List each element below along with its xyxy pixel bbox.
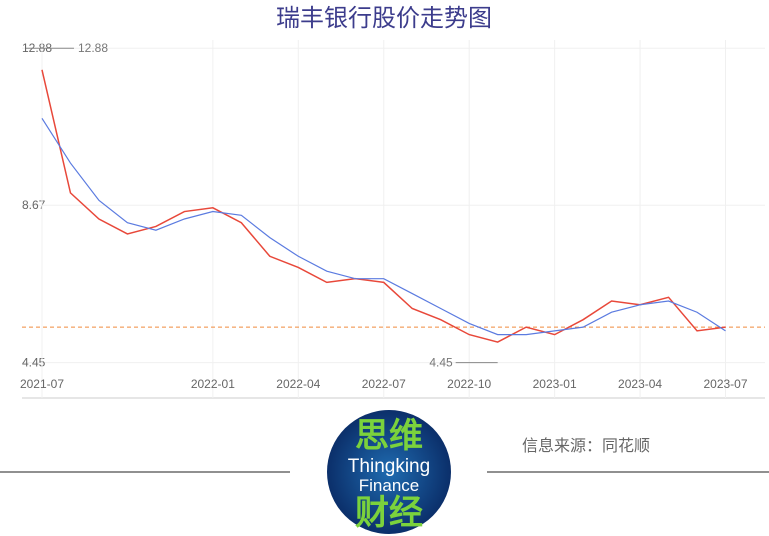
price-line [41,69,726,343]
logo-text: Finance [359,476,419,495]
x-tick-label: 2023-01 [533,377,577,391]
x-tick-label: 2023-07 [703,377,747,391]
y-tick-label: 8.67 [22,198,46,212]
x-tick-label: 2022-10 [447,377,491,391]
price-line [41,117,726,336]
source: 信息来源：同花顺 [522,437,650,455]
min-label: 4.45 [429,356,453,370]
x-tick-label: 2022-04 [276,377,320,391]
plot-area: 4.45 8.67 12.88 2021-07 2022-01 2022-04 2022-0… [20,40,765,399]
logo-text: Thingking [348,456,430,477]
x-tick-label: 2022-01 [191,377,235,391]
logo-text: 思维 [355,417,423,455]
x-tick-label: 2022-07 [362,377,406,391]
logo [327,410,451,534]
y-tick-label: 4.45 [22,356,46,370]
chart-title: 瑞丰银行股价走势图 [276,5,492,32]
logo-text: 财经 [355,494,423,532]
x-tick-label: 2023-04 [618,377,662,391]
max-label: 12.88 [78,41,108,55]
x-tick-label: 2021-07 [20,377,64,391]
